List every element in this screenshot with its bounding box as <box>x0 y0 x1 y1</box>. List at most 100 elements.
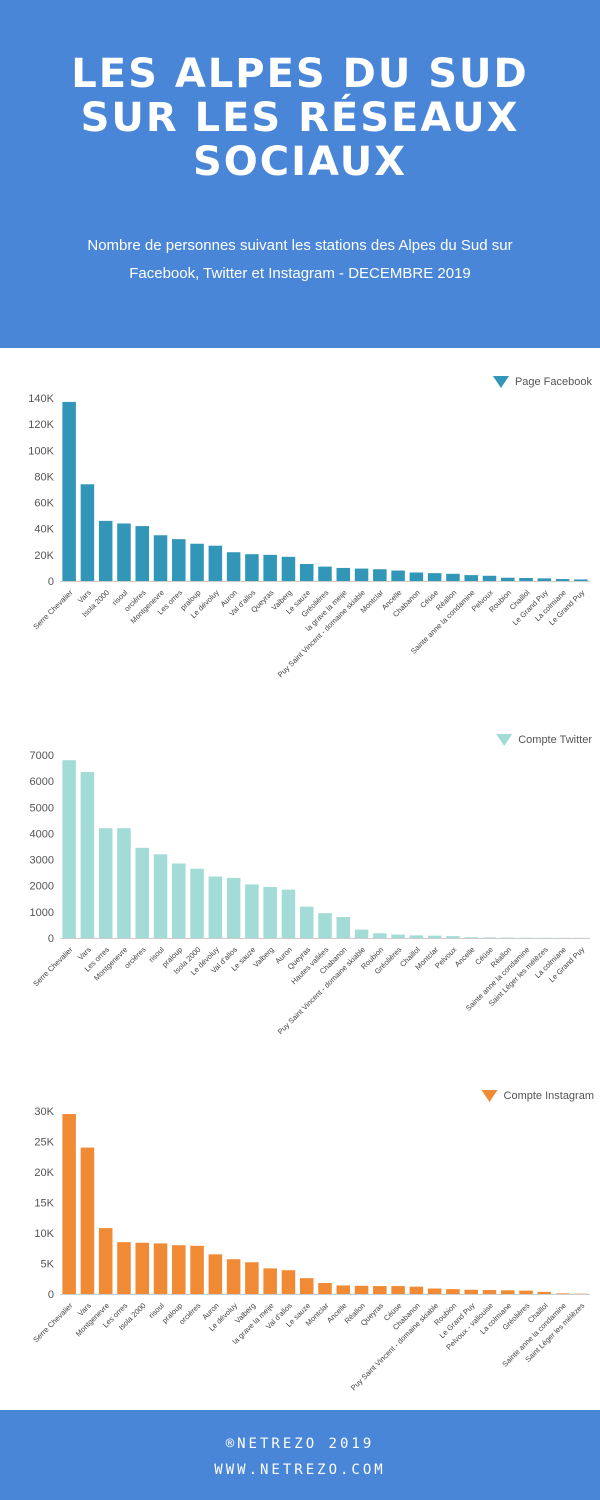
chart-bar <box>354 1285 369 1294</box>
chart-bar <box>409 572 424 581</box>
chart-bar <box>245 554 259 581</box>
chart-bar <box>391 570 405 581</box>
x-tick-label: Serre Chevalier <box>31 1301 75 1345</box>
chart-bar <box>153 535 168 581</box>
legend-marker-icon <box>496 734 513 746</box>
subtitle-line: Nombre de personnes suivant les stations… <box>87 237 513 254</box>
chart-bar <box>446 1289 460 1294</box>
chart-bar <box>281 1270 296 1294</box>
copyright-text: ®NETREZO 2019 <box>225 1436 375 1452</box>
chart-bar <box>427 935 442 938</box>
chart-bar <box>226 1259 241 1294</box>
chart-bar <box>98 1228 113 1294</box>
chart-bar <box>263 1268 277 1294</box>
y-tick-label: 3000 <box>30 855 54 867</box>
title-line: LES ALPES DU SUD <box>71 51 529 97</box>
chart-bar <box>172 863 186 938</box>
website-link[interactable]: WWW.NETREZO.COM <box>214 1462 386 1478</box>
chart-bar <box>391 1286 405 1294</box>
chart-bar <box>281 556 296 581</box>
page-title: LES ALPES DU SUD SUR LES RÉSEAUX SOCIAUX <box>0 52 600 184</box>
chart-bar <box>373 569 387 581</box>
y-tick-label: 80K <box>34 471 54 483</box>
chart-bar <box>98 520 113 581</box>
y-tick-label: 30K <box>34 1106 54 1118</box>
chart-bar <box>427 573 442 581</box>
chart-bar <box>482 1290 497 1294</box>
chart-bar <box>62 1114 76 1294</box>
chart-bar <box>80 771 95 938</box>
legend-marker-icon <box>481 1090 498 1102</box>
y-tick-label: 4000 <box>30 828 54 840</box>
legend-marker-icon <box>492 376 509 388</box>
chart-bar <box>318 913 332 938</box>
chart-bar <box>117 1242 131 1294</box>
chart-bar <box>117 828 131 938</box>
chart-legend: Compte Instagram <box>481 1090 594 1102</box>
chart-bar <box>117 523 131 581</box>
chart-bar <box>464 1289 478 1294</box>
chart-bar <box>190 868 204 938</box>
chart-bar <box>555 1293 570 1294</box>
chart-bar <box>172 539 186 581</box>
facebook-chart: 0 20K 40K 60K 80K 100K 120K 140K Serre Chevalier… <box>0 348 600 700</box>
chart-bar <box>98 828 113 938</box>
chart-bar <box>519 577 533 581</box>
chart-bar <box>446 936 460 938</box>
instagram-chart: 0 5K 10K 15K 20K 25K 30K Serre Chevalier Vars Mon… <box>0 1078 600 1408</box>
chart-bar <box>281 889 296 938</box>
legend-label: Compte Twitter <box>518 734 592 746</box>
y-tick-label: 7000 <box>30 750 54 762</box>
twitter-chart: 0 1000 2000 3000 4000 5000 6000 7000 Serre Cheva… <box>0 720 600 1070</box>
y-tick-label: 1000 <box>30 907 54 919</box>
chart-bar <box>172 1245 186 1294</box>
y-tick-label: 6000 <box>30 776 54 788</box>
chart-bar <box>500 577 515 581</box>
y-tick-label: 100K <box>28 445 54 457</box>
chart-bar <box>391 934 405 938</box>
chart-bar <box>537 578 552 581</box>
title-line: SOCIAUX <box>192 139 408 185</box>
chart-bar <box>62 760 76 938</box>
y-tick-label: 140K <box>28 393 54 405</box>
chart-bar <box>464 937 478 938</box>
x-tick-label: Valberg <box>251 945 275 969</box>
chart-bar <box>464 575 478 581</box>
y-tick-label: 5000 <box>30 802 54 814</box>
chart-bar <box>537 1291 552 1294</box>
y-tick-label: 120K <box>28 419 54 431</box>
chart-bar <box>263 554 277 581</box>
chart-bar <box>299 1278 314 1294</box>
chart-bar <box>409 935 424 938</box>
y-tick-label: 15K <box>34 1198 54 1210</box>
x-tick-label: Ancelle <box>453 945 477 969</box>
chart-bar <box>482 575 497 581</box>
chart-bar <box>135 1242 150 1294</box>
y-tick-label: 0 <box>48 1289 54 1301</box>
chart-bar <box>208 545 223 581</box>
y-tick-label: 20K <box>34 1167 54 1179</box>
chart-bar <box>263 887 277 938</box>
chart-bar <box>245 884 259 938</box>
legend-label: Compte Instagram <box>504 1090 594 1102</box>
chart-bar <box>318 566 332 581</box>
y-tick-label: 25K <box>34 1137 54 1149</box>
chart-bar <box>135 847 150 938</box>
chart-bar <box>318 1283 332 1294</box>
x-tick-label: Serre Chevalier <box>31 945 75 989</box>
chart-bar <box>226 552 241 581</box>
chart-bar <box>446 573 460 581</box>
chart-bar <box>574 579 588 581</box>
chart-bar <box>555 579 570 581</box>
y-tick-label: 10K <box>34 1228 54 1240</box>
chart-bar <box>226 877 241 938</box>
chart-bar <box>208 876 223 938</box>
chart-bar <box>190 1245 204 1294</box>
chart-bar <box>153 854 168 938</box>
chart-bar <box>80 1147 95 1294</box>
legend-label: Page Facebook <box>515 376 593 388</box>
chart-bar <box>299 906 314 938</box>
chart-bar <box>482 937 497 938</box>
chart-bar <box>245 1262 259 1294</box>
